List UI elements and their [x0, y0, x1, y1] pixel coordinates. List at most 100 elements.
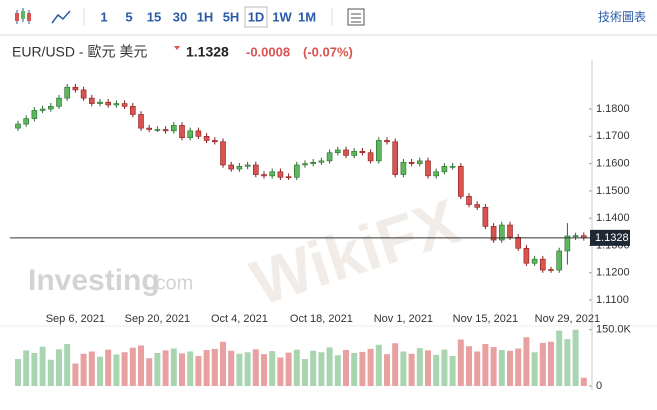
volume-bar — [220, 341, 226, 386]
candle-body — [269, 171, 276, 177]
volume-bar — [138, 345, 144, 386]
volume-bar — [47, 359, 54, 386]
volume-bar — [261, 354, 267, 386]
candle-body — [97, 101, 103, 104]
volume-bar — [162, 350, 169, 386]
candle-body — [318, 160, 325, 163]
interval-button[interactable]: 1 — [100, 9, 107, 24]
candle-body — [359, 151, 366, 153]
y-tick-label: 1.1600 — [596, 158, 630, 170]
candle-body — [171, 125, 177, 132]
interval-button[interactable]: 30 — [173, 9, 187, 24]
candle-body — [449, 166, 456, 168]
y-tick-label: 1.1500 — [596, 185, 630, 197]
volume-bar — [129, 347, 136, 386]
candle-body — [47, 106, 54, 110]
candle-body — [23, 118, 30, 125]
candle-body — [572, 235, 579, 237]
volume-bar — [113, 354, 120, 386]
candle-body — [72, 86, 79, 91]
volume-bar — [515, 348, 522, 386]
last-price-box — [590, 229, 630, 246]
candle-body — [56, 97, 62, 107]
candle-body — [113, 103, 120, 106]
candle-body — [441, 166, 448, 173]
volume-bar — [375, 344, 382, 386]
volume-bar — [31, 353, 38, 386]
vol-tick-label: 0 — [596, 380, 602, 392]
candle-body — [425, 160, 431, 177]
interval-button[interactable]: 1D — [248, 9, 265, 24]
candle-body — [326, 152, 333, 162]
volume-bar — [580, 377, 587, 386]
candle-body — [121, 103, 128, 107]
candle-body — [490, 226, 497, 241]
change-pct: (-0.07%) — [303, 44, 353, 59]
volume-bar — [392, 343, 399, 386]
candle-body — [253, 164, 259, 175]
volume-bar — [170, 348, 177, 386]
volume-bar — [302, 359, 308, 386]
interval-button[interactable]: 5H — [223, 9, 240, 24]
volume-bar — [203, 350, 210, 386]
candle-icon[interactable] — [15, 8, 31, 24]
selected-box — [244, 6, 268, 28]
candle-body — [507, 224, 513, 238]
volume-bar — [400, 351, 407, 386]
y-tick-label: 1.1800 — [596, 103, 630, 115]
candle-body — [203, 136, 210, 141]
volume-bar — [293, 349, 300, 386]
settings-icon[interactable] — [347, 8, 365, 26]
volume-bar — [80, 353, 87, 386]
symbol: EUR/USD - 歐元 美元 — [12, 44, 147, 60]
candle-body — [154, 129, 161, 131]
last-price-label: 1.1328 — [595, 232, 629, 244]
price: 1.1328 — [186, 44, 229, 60]
line-icon[interactable] — [51, 10, 71, 24]
volume-bar — [97, 356, 103, 386]
interval-button[interactable]: 1H — [197, 9, 214, 24]
interval-button[interactable]: 5 — [125, 9, 132, 24]
volume-bar — [359, 351, 366, 386]
volume-bar — [433, 354, 440, 386]
volume-bar — [252, 349, 259, 386]
volume-bar — [351, 353, 358, 386]
x-tick-label: Sep 20, 2021 — [125, 313, 190, 325]
candle-body — [564, 235, 571, 252]
candle-body — [433, 171, 440, 177]
down-arrow — [174, 46, 180, 50]
volume-bar — [318, 352, 325, 386]
volume-bar — [146, 358, 153, 386]
volume-bar — [449, 356, 456, 386]
change: -0.0008 — [246, 44, 290, 59]
volume-bar — [88, 351, 95, 386]
volume-bar — [277, 357, 284, 386]
menu-link[interactable]: 技術圖表 — [598, 10, 646, 24]
interval-button[interactable]: 15 — [147, 9, 161, 24]
volume-bar — [154, 353, 161, 386]
volume-bar — [367, 348, 374, 386]
x-tick-label: Nov 15, 2021 — [453, 313, 518, 325]
candle-body — [400, 161, 407, 175]
watermark-text: Investing — [28, 264, 160, 297]
volume-bar — [211, 348, 218, 386]
volume-bar — [15, 359, 21, 386]
volume-bar — [187, 351, 194, 386]
x-tick-label: Sep 6, 2021 — [46, 313, 105, 325]
volume-bar — [474, 351, 481, 386]
volume-bar — [523, 337, 530, 386]
y-tick-label: 1.1200 — [596, 267, 630, 279]
volume-bar — [539, 342, 546, 386]
volume-bar — [564, 339, 571, 386]
volume-bar — [384, 354, 390, 386]
candle-body — [162, 129, 169, 132]
candle-body — [212, 140, 218, 143]
volume-bar — [556, 330, 563, 386]
candle-body — [31, 110, 38, 119]
candle-body — [457, 166, 464, 197]
candle-body — [130, 106, 136, 115]
interval-button[interactable]: 1M — [298, 9, 316, 24]
volume-bar — [56, 349, 62, 386]
interval-button[interactable]: 1W — [272, 9, 292, 24]
